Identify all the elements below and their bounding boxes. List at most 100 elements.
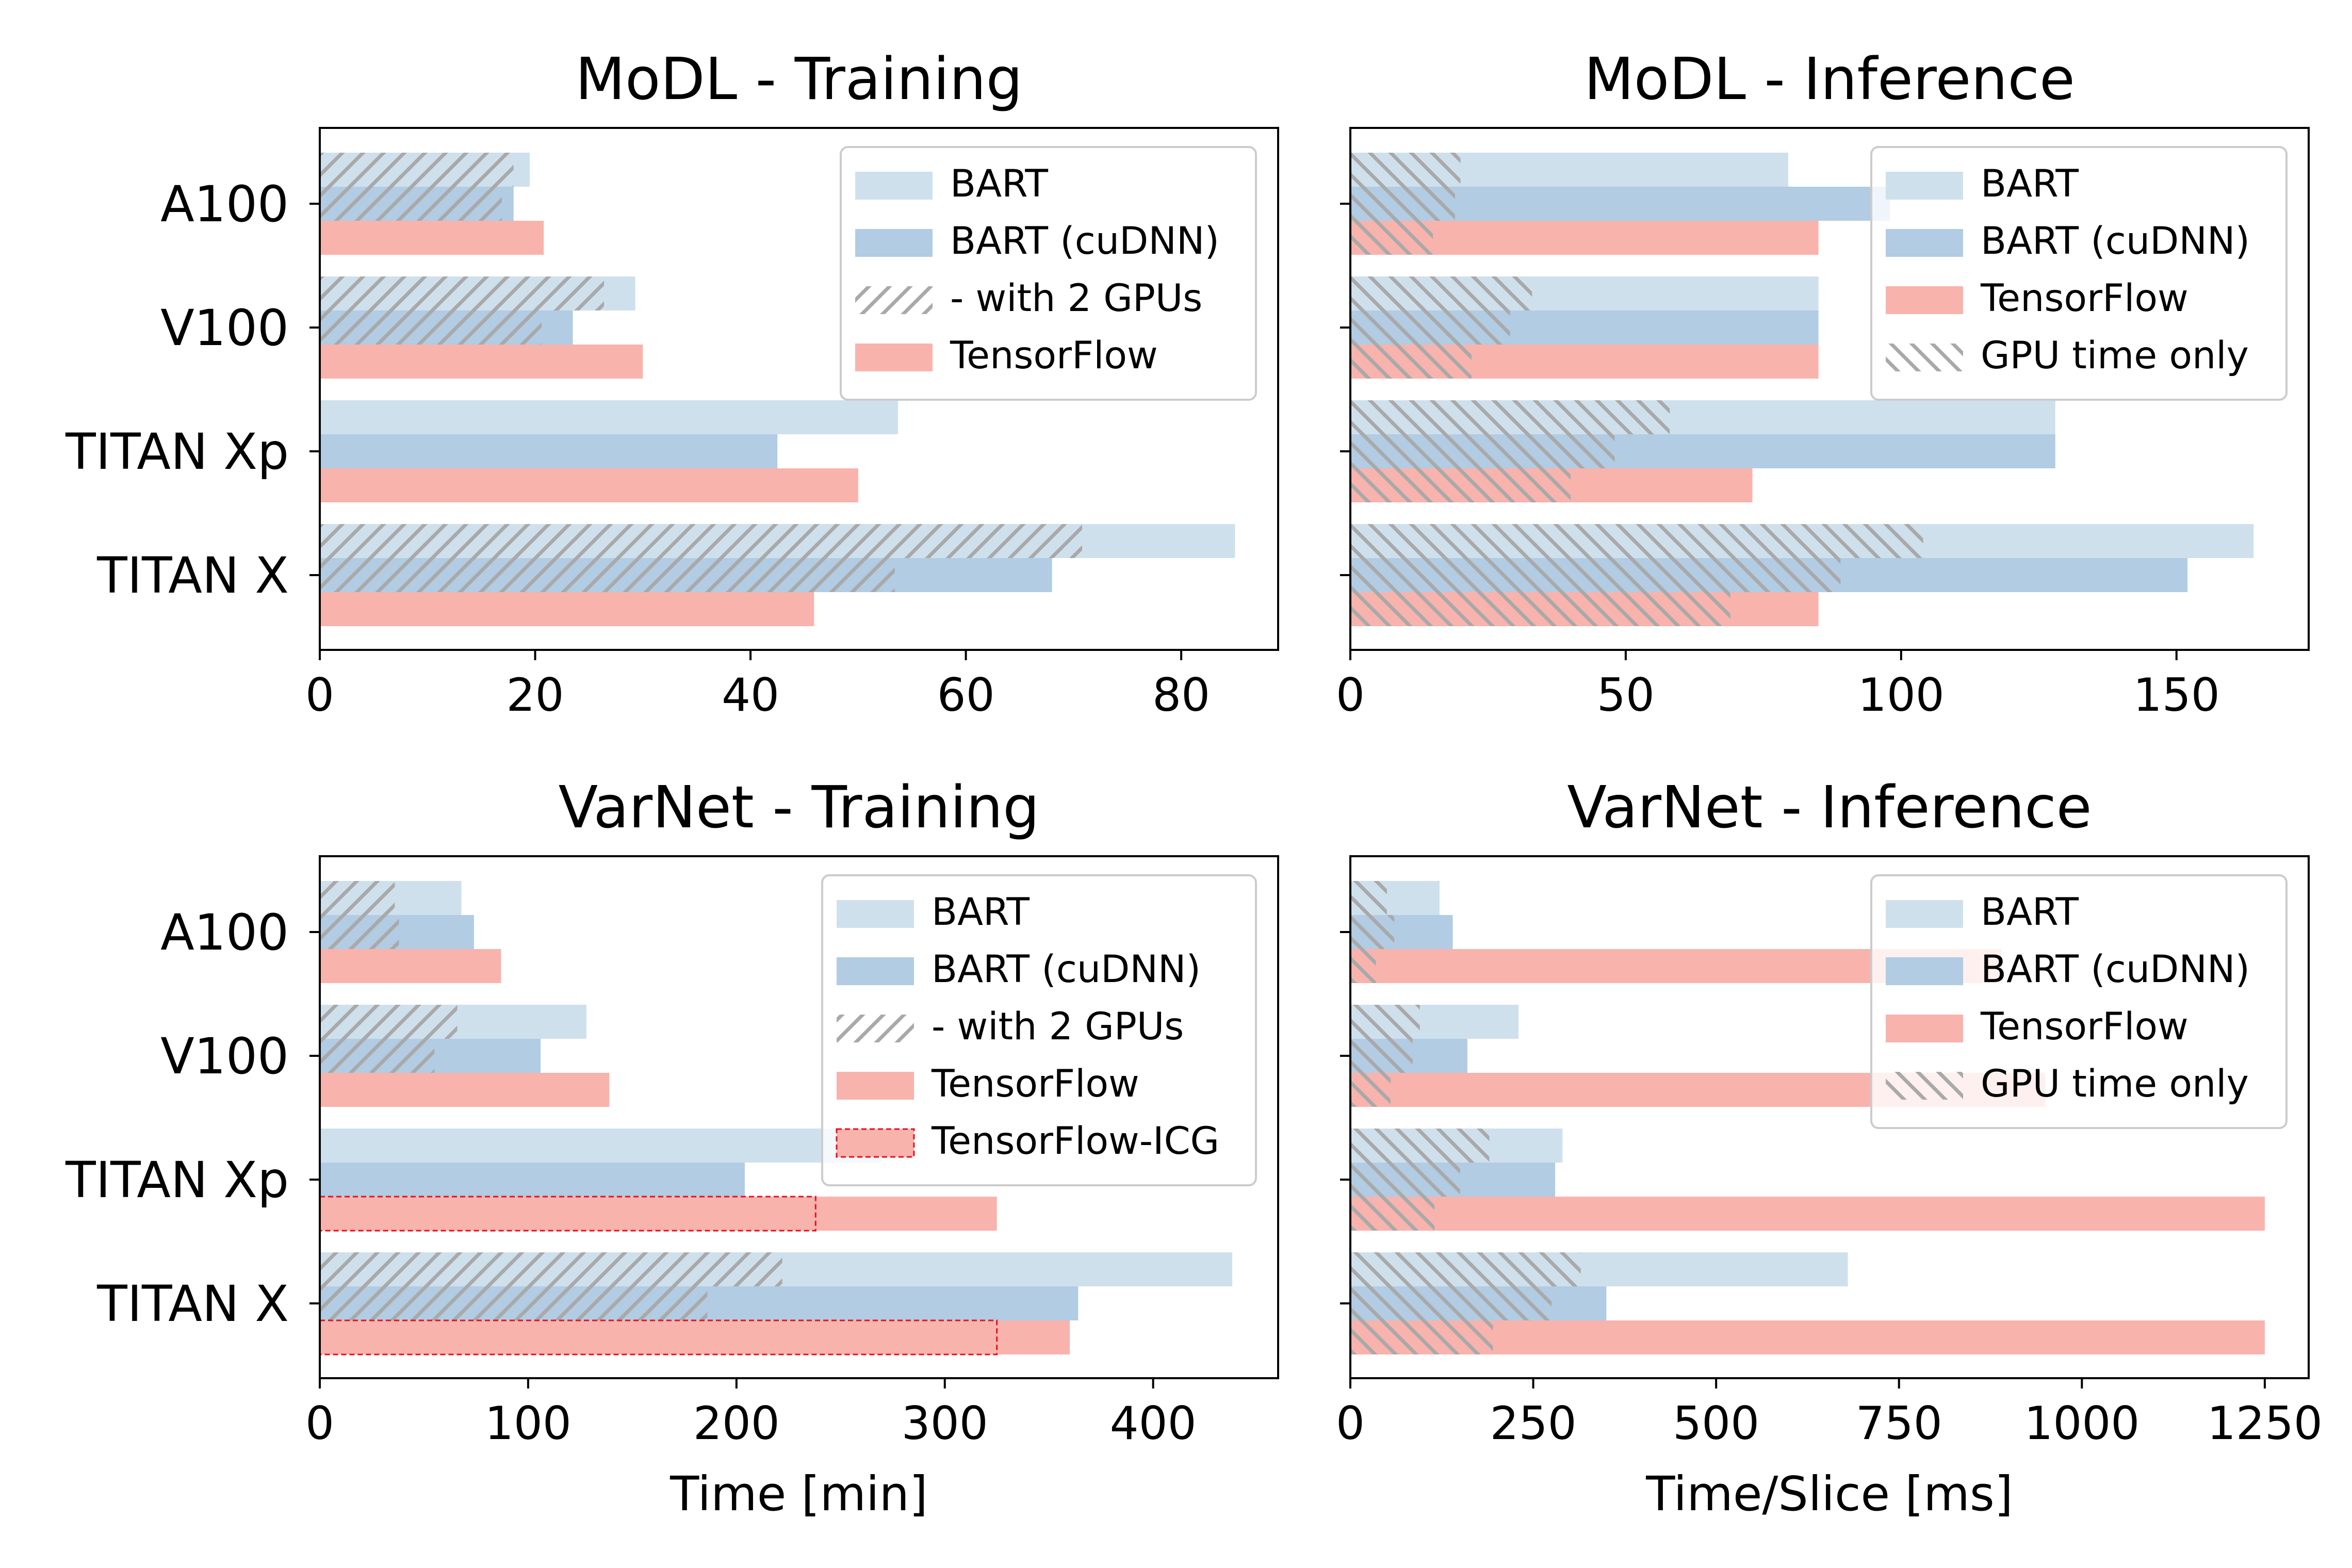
bar-tensorflow bbox=[320, 1197, 997, 1231]
plot-frame bbox=[1349, 855, 2310, 1379]
legend-label: BART (cuDNN) bbox=[1981, 219, 2250, 263]
legend-label: TensorFlow bbox=[1980, 276, 2188, 320]
x-tick-label: 80 bbox=[1152, 668, 1210, 722]
hatched-bar-bart bbox=[1350, 400, 1670, 434]
plot-frame bbox=[319, 855, 1279, 1379]
category-label: TITAN Xp bbox=[65, 1151, 289, 1209]
legend-label: - with 2 GPUs bbox=[932, 1005, 1184, 1049]
x-axis-label: Time [min] bbox=[669, 1466, 928, 1522]
hatched-bar-bart-cudnn bbox=[1350, 434, 1615, 468]
hatched-bar-bart bbox=[1350, 524, 1923, 558]
legend-label: BART bbox=[1981, 890, 2079, 934]
legend-label: GPU time only bbox=[1981, 334, 2249, 378]
legend-swatch bbox=[1886, 172, 1963, 200]
hatched-bar-bart-cudnn bbox=[1350, 1163, 1460, 1197]
chart-panel-2: VarNet - Training A100 V100 TITAN Xp TITAN X… bbox=[65, 774, 1279, 1522]
legend-label: BART bbox=[932, 890, 1030, 934]
bar-tensorflow bbox=[320, 221, 544, 255]
plot-frame bbox=[1349, 127, 2310, 651]
hatched-bar-tensorflow bbox=[1350, 949, 1376, 983]
hatched-bar-bart bbox=[320, 524, 1083, 558]
hatched-bar-bart bbox=[1350, 153, 1461, 187]
legend-frame bbox=[1870, 146, 2288, 401]
legend-label: BART (cuDNN) bbox=[950, 219, 1219, 263]
x-tick-label: 20 bbox=[507, 668, 564, 722]
plot-frame bbox=[319, 127, 1279, 651]
plots-layer: MoDL - Training A100 V100 TITAN Xp TITAN X 0 2… bbox=[65, 46, 2323, 1522]
x-tick-label: 1250 bbox=[2207, 1397, 2323, 1450]
category-label: A100 bbox=[160, 175, 289, 233]
x-tick-label: 100 bbox=[1858, 668, 1945, 722]
hatched-bar-bart bbox=[320, 276, 605, 311]
x-tick-label: 750 bbox=[1856, 1397, 1942, 1450]
hatched-bar-bart bbox=[1350, 1252, 1581, 1286]
x-tick-label: 300 bbox=[902, 1397, 988, 1450]
legend-swatch bbox=[1886, 1072, 1963, 1100]
legend-swatch bbox=[855, 172, 933, 200]
x-tick-label: 150 bbox=[2133, 668, 2220, 722]
legend-label: BART bbox=[950, 162, 1048, 206]
legend-swatch bbox=[1886, 344, 1963, 371]
bar-bart bbox=[320, 1129, 883, 1163]
legend-swatch bbox=[837, 1072, 914, 1100]
chart-panel-0: MoDL - Training A100 V100 TITAN Xp TITAN X 0 2… bbox=[65, 46, 1279, 722]
x-axis-label: Time/Slice [ms] bbox=[1645, 1466, 2013, 1522]
hatched-bar-bart-cudnn bbox=[320, 311, 542, 345]
hatched-bar-bart-cudnn bbox=[1350, 311, 1510, 345]
legend-swatch bbox=[837, 1015, 914, 1042]
legend: BART BART (cuDNN) - with 2 GPUs TensorFlow bbox=[840, 146, 1257, 401]
hatched-bar-bart-cudnn bbox=[320, 558, 895, 592]
x-tick-label: 0 bbox=[1336, 668, 1365, 722]
x-tick-label: 0 bbox=[305, 1397, 334, 1450]
legend-swatch bbox=[836, 1128, 915, 1158]
hatched-bar-tensorflow bbox=[1350, 345, 1472, 379]
legend: BART BART (cuDNN) TensorFlow GPU time only bbox=[1870, 146, 2288, 401]
legend-swatch bbox=[1886, 229, 1963, 257]
legend: BART BART (cuDNN) - with 2 GPUs TensorFlow T… bbox=[821, 874, 1257, 1186]
hatched-bar-tensorflow bbox=[1350, 1197, 1435, 1231]
legend-label: BART (cuDNN) bbox=[1981, 948, 2250, 991]
x-tick-label: 0 bbox=[1336, 1397, 1365, 1450]
hatched-bar-bart-cudnn bbox=[320, 1039, 435, 1073]
category-label: V100 bbox=[160, 1027, 289, 1085]
x-tick-label: 40 bbox=[722, 668, 779, 722]
hatched-bar-bart bbox=[320, 153, 514, 187]
legend-swatch bbox=[1886, 286, 1963, 314]
legend-label: GPU time only bbox=[1981, 1062, 2249, 1106]
chart-title: VarNet - Inference bbox=[1567, 774, 2092, 841]
hatched-bar-bart-cudnn bbox=[1350, 1286, 1552, 1320]
legend-frame bbox=[821, 874, 1257, 1186]
legend: BART BART (cuDNN) TensorFlow GPU time only bbox=[1870, 874, 2288, 1129]
legend-label: BART bbox=[1981, 162, 2079, 206]
chart-panel-1: MoDL - Inference 0 50 100 150 BART BART (cuDNN… bbox=[1336, 46, 2310, 722]
legend-frame bbox=[1870, 874, 2288, 1129]
hatched-bar-bart-cudnn bbox=[320, 187, 502, 221]
category-label: A100 bbox=[160, 904, 289, 961]
hatched-bar-bart-cudnn bbox=[1350, 915, 1395, 949]
hatched-bar-bart-cudnn bbox=[320, 915, 399, 949]
category-label: V100 bbox=[160, 299, 289, 357]
x-tick-label: 0 bbox=[305, 668, 334, 722]
hatched-bar-tensorflow bbox=[1350, 592, 1730, 626]
bar-tensorflow bbox=[320, 1320, 1070, 1354]
bar-tensorflow bbox=[320, 345, 643, 379]
hatched-bar-bart bbox=[1350, 881, 1387, 915]
category-label: TITAN X bbox=[96, 547, 289, 605]
chart-title: MoDL - Inference bbox=[1584, 46, 2075, 113]
bar-tensorflow bbox=[1350, 1320, 2265, 1354]
x-tick-label: 200 bbox=[693, 1397, 780, 1450]
category-label: TITAN X bbox=[96, 1275, 289, 1333]
hatched-bar-tensorflow bbox=[1350, 221, 1433, 255]
x-tick-label: 500 bbox=[1673, 1397, 1759, 1450]
x-tick-label: 50 bbox=[1597, 668, 1655, 722]
hatched-bar-bart bbox=[320, 1005, 458, 1039]
hatched-bar-tensorflow bbox=[1350, 1073, 1391, 1107]
legend-label: TensorFlow bbox=[1980, 1005, 2188, 1049]
hatched-bar-bart-cudnn bbox=[1350, 187, 1455, 221]
chart-title: VarNet - Training bbox=[559, 774, 1040, 841]
x-tick-label: 400 bbox=[1110, 1397, 1197, 1450]
legend-swatch bbox=[1886, 957, 1963, 985]
x-tick-label: 1000 bbox=[2024, 1397, 2139, 1450]
legend-label: TensorFlow bbox=[931, 1062, 1139, 1106]
